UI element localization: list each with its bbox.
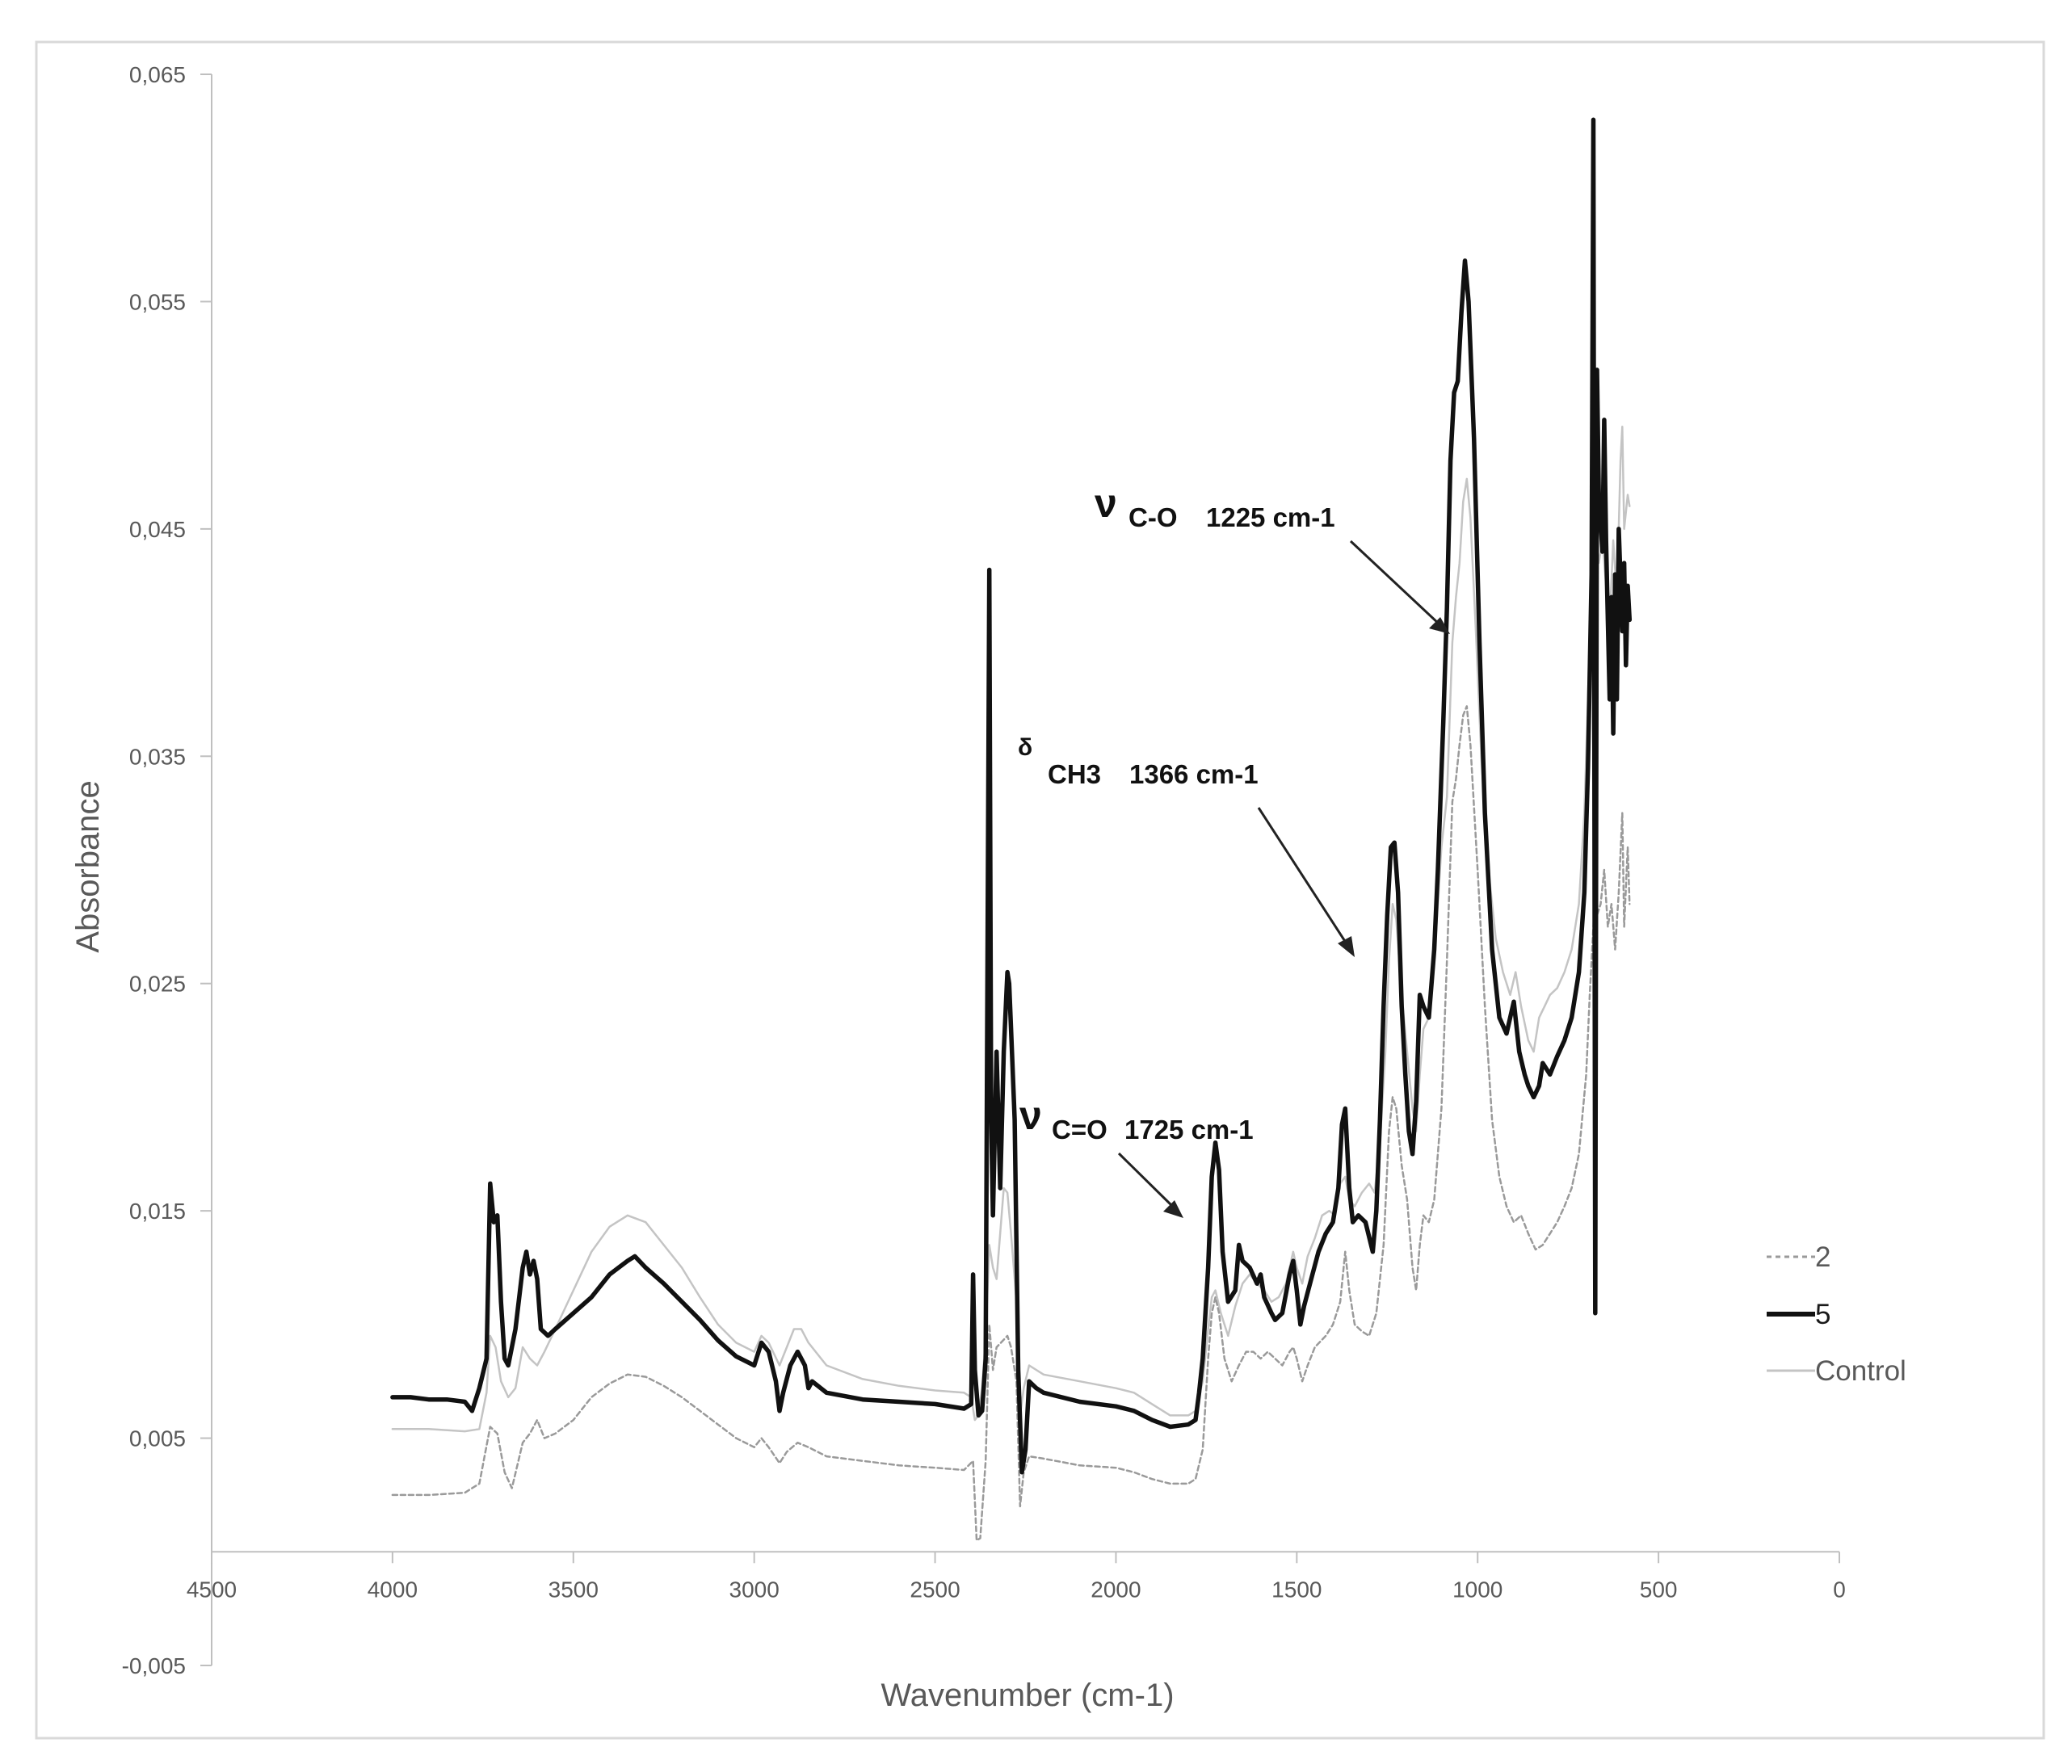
x-tick-label: 3500 bbox=[548, 1577, 599, 1602]
legend-label-control: Control bbox=[1815, 1355, 1906, 1387]
y-tick-label: 0,065 bbox=[129, 62, 186, 87]
series-layer bbox=[390, 117, 1633, 1542]
series-line-control bbox=[391, 425, 1631, 1433]
x-tick-label: 2000 bbox=[1091, 1577, 1141, 1602]
x-tick-label: 2500 bbox=[910, 1577, 960, 1602]
legend-label-2: 2 bbox=[1815, 1241, 1830, 1273]
x-tick-label: 1500 bbox=[1271, 1577, 1322, 1602]
annotation-c-o-arrowhead bbox=[1429, 617, 1450, 634]
annotation-c-o: ν C-O 1225 cm-1 bbox=[1095, 481, 1450, 634]
y-tick-label: -0,005 bbox=[122, 1653, 186, 1678]
legend-label-5: 5 bbox=[1815, 1299, 1830, 1330]
annotation-c-eq-o-symbol: ν bbox=[1019, 1093, 1042, 1138]
annotation-c-eq-o-label: 1725 cm-1 bbox=[1124, 1115, 1254, 1144]
annotation-ch3-subscript: CH3 bbox=[1048, 759, 1101, 789]
series-line-2 bbox=[391, 705, 1631, 1542]
y-axis-title: Absorbance bbox=[70, 780, 106, 952]
chart-frame bbox=[35, 40, 2045, 1740]
x-axis-title: Wavenumber (cm-1) bbox=[880, 1678, 1174, 1713]
annotation-c-o-label: 1225 cm-1 bbox=[1206, 502, 1335, 532]
annotation-ch3-arrow bbox=[1257, 807, 1349, 946]
annotation-c-eq-o: ν C=O 1725 cm-1 bbox=[1019, 1093, 1254, 1218]
y-axis: -0,005 0,005 0,015 0,025 0,035 0,045 0,055 0,06… bbox=[122, 62, 212, 1678]
annotation-c-eq-o-arrowhead bbox=[1163, 1200, 1183, 1218]
x-tick-label: 500 bbox=[1640, 1577, 1678, 1602]
x-tick-label: 4000 bbox=[368, 1577, 418, 1602]
y-tick-label: 0,035 bbox=[129, 744, 186, 769]
x-tick-label: 0 bbox=[1833, 1577, 1846, 1602]
x-axis: 4500 4000 3500 3000 2500 2000 1500 1000 500 0 bbox=[187, 1551, 1846, 1602]
series-line-5 bbox=[390, 117, 1633, 1475]
x-tick-label: 1000 bbox=[1452, 1577, 1503, 1602]
annotation-c-o-symbol: ν bbox=[1095, 481, 1117, 526]
x-tick-label: 4500 bbox=[187, 1577, 237, 1602]
annotation-c-eq-o-subscript: C=O bbox=[1052, 1115, 1107, 1144]
annotation-ch3: δ CH3 1366 cm-1 bbox=[1018, 734, 1355, 957]
annotation-c-eq-o-arrow bbox=[1117, 1152, 1173, 1207]
annotation-c-o-arrow bbox=[1349, 540, 1441, 626]
annotation-ch3-arrowhead bbox=[1338, 936, 1355, 957]
y-tick-label: 0,025 bbox=[129, 972, 186, 997]
x-tick-label: 3000 bbox=[729, 1577, 780, 1602]
annotation-ch3-symbol: δ bbox=[1018, 734, 1032, 761]
y-tick-label: 0,015 bbox=[129, 1199, 186, 1224]
y-tick-label: 0,005 bbox=[129, 1426, 186, 1451]
y-tick-label: 0,045 bbox=[129, 517, 186, 542]
y-tick-label: 0,055 bbox=[129, 289, 186, 314]
annotation-ch3-label: 1366 cm-1 bbox=[1129, 759, 1259, 789]
annotation-c-o-subscript: C-O bbox=[1128, 502, 1178, 532]
legend: 2 5 Control bbox=[1767, 1241, 1906, 1387]
